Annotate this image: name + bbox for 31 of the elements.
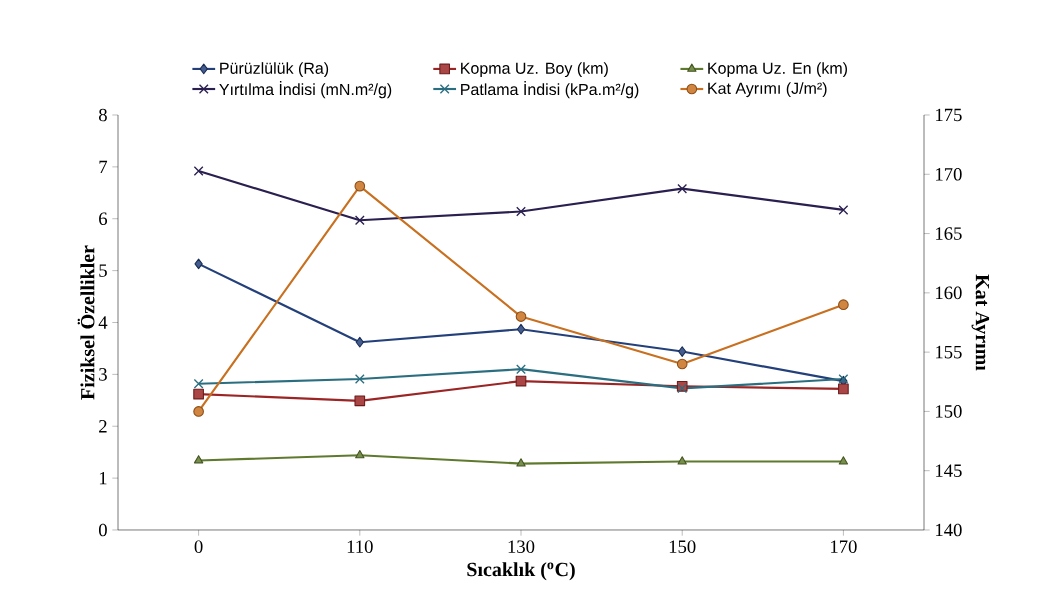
x-tick-label: 170 — [831, 540, 857, 553]
y-tick-label: 8 — [98, 108, 107, 122]
y2-tick-label: 175 — [936, 108, 962, 122]
legend-label: Patlama İndisi (kPa.m²/g) — [461, 81, 639, 99]
y-tick-label: 0 — [98, 523, 107, 537]
y-axis-title: Fiziksel Özellikler — [77, 245, 95, 400]
y2-tick-label: 160 — [936, 286, 962, 300]
y2-axis-title: Kat Ayrımı — [971, 274, 990, 371]
legend-label: Kopma Uz. Boy (km) — [461, 62, 608, 78]
y-tick-label: 7 — [99, 160, 108, 173]
x-tick-label: 130 — [508, 540, 535, 553]
y-tick-label: 5 — [99, 264, 107, 277]
x-tick-label: 0 — [194, 540, 203, 553]
legend-label: Yırtılma İndisi (mN.m²/g) — [219, 81, 392, 99]
y-tick-label: 1 — [99, 471, 107, 485]
legend-label: Pürüzlülük (Ra) — [220, 62, 329, 78]
legend-label: Kat Ayrımı (J/m²) — [708, 82, 827, 98]
y2-tick-label: 140 — [936, 523, 962, 537]
x-tick-label: 150 — [669, 540, 696, 553]
y2-tick-label: 170 — [936, 167, 962, 181]
x-tick-label: 110 — [347, 540, 373, 553]
y-tick-label: 4 — [98, 316, 108, 329]
y2-tick-label: 165 — [936, 227, 962, 240]
y2-tick-label: 155 — [936, 345, 962, 359]
legend-label: Kopma Uz. En (km) — [708, 62, 847, 78]
y-tick-label: 2 — [99, 420, 107, 433]
y-tick-label: 6 — [99, 212, 108, 226]
y-tick-label: 3 — [99, 368, 107, 381]
y2-tick-label: 150 — [936, 405, 962, 418]
x-axis-title: Sıcaklık ($^{o}$C) — [467, 562, 575, 581]
y2-tick-label: 145 — [936, 464, 962, 477]
